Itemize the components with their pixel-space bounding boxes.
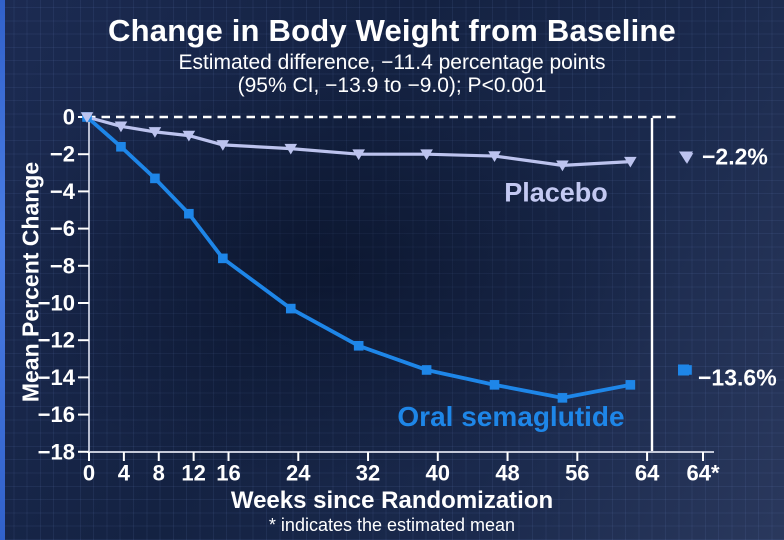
placebo-marker	[624, 156, 637, 168]
x-tick-label: 64	[635, 461, 660, 486]
x-tick-label: 16	[216, 461, 240, 486]
chart-subtitle-confidence-interval: (95% CI, −13.9 to −9.0); P<0.001	[237, 74, 547, 97]
placebo-marker	[182, 130, 196, 142]
placebo-endpoint-value: −2.2%	[702, 143, 768, 170]
oral-semaglutide-marker	[489, 380, 500, 390]
oral-semaglutide-marker	[184, 208, 194, 219]
placebo-marker	[556, 160, 569, 172]
oral-semaglutide-marker	[353, 340, 364, 351]
x-tick-label: 32	[356, 461, 380, 486]
placebo-marker	[148, 127, 162, 138]
chart-title: Change in Body Weight from Baseline	[108, 13, 676, 48]
x-axis-title: Weeks since Randomization	[230, 487, 554, 514]
placebo-marker	[80, 112, 94, 123]
placebo-marker	[420, 149, 433, 161]
placebo-series-label: Placebo	[504, 177, 608, 208]
y-tick-label: −8	[50, 253, 75, 278]
oral-semaglutide-marker	[285, 303, 296, 314]
oral-semaglutide-endpoint-value: −13.6%	[698, 364, 777, 391]
oral-semaglutide-series-label: Oral semaglutide	[397, 401, 625, 432]
oral-semaglutide-marker	[421, 365, 432, 375]
oral-semaglutide-marker	[557, 393, 568, 403]
x-tick-label: 40	[426, 461, 450, 486]
x-tick-label: 24	[286, 461, 311, 486]
y-tick-label: −16	[38, 402, 75, 427]
y-tick-label: −6	[50, 216, 75, 241]
oral-semaglutide-marker	[218, 253, 228, 264]
oral-semaglutide-marker	[625, 380, 636, 390]
triangle-down-icon	[679, 151, 693, 163]
y-tick-label: −2	[50, 142, 75, 167]
placebo-marker	[488, 151, 501, 162]
placebo-marker	[216, 140, 230, 151]
square-icon	[678, 364, 689, 376]
x-tick-label: 64*	[686, 461, 719, 486]
x-tick-label: 0	[83, 461, 95, 486]
y-tick-label: −14	[38, 365, 76, 390]
x-tick-label: 56	[565, 461, 589, 486]
oral-semaglutide-marker	[116, 141, 126, 152]
x-tick-label: 4	[118, 461, 131, 486]
oral-semaglutide-marker	[150, 173, 160, 184]
oral-semaglutide-endpoint-annotation: −13.6%	[678, 364, 777, 392]
placebo-endpoint-annotation: −2.2%	[679, 144, 768, 171]
left-accent-bar	[0, 0, 5, 540]
x-tick-label: 48	[495, 461, 519, 486]
y-tick-label: −4	[50, 179, 76, 204]
y-tick-label: −12	[38, 328, 75, 353]
placebo-marker	[284, 143, 298, 155]
x-tick-label: 8	[153, 461, 165, 486]
y-tick-label: −10	[38, 291, 75, 316]
placebo-marker	[114, 121, 128, 133]
placebo-marker	[352, 149, 365, 161]
chart-subtitle-estimated-difference: Estimated difference, −11.4 percentage p…	[178, 51, 606, 74]
x-tick-label: 12	[181, 461, 205, 486]
estimated-mean-footnote: * indicates the estimated mean	[268, 515, 516, 535]
y-tick-label: −18	[38, 439, 75, 464]
y-tick-label: 0	[63, 105, 75, 130]
